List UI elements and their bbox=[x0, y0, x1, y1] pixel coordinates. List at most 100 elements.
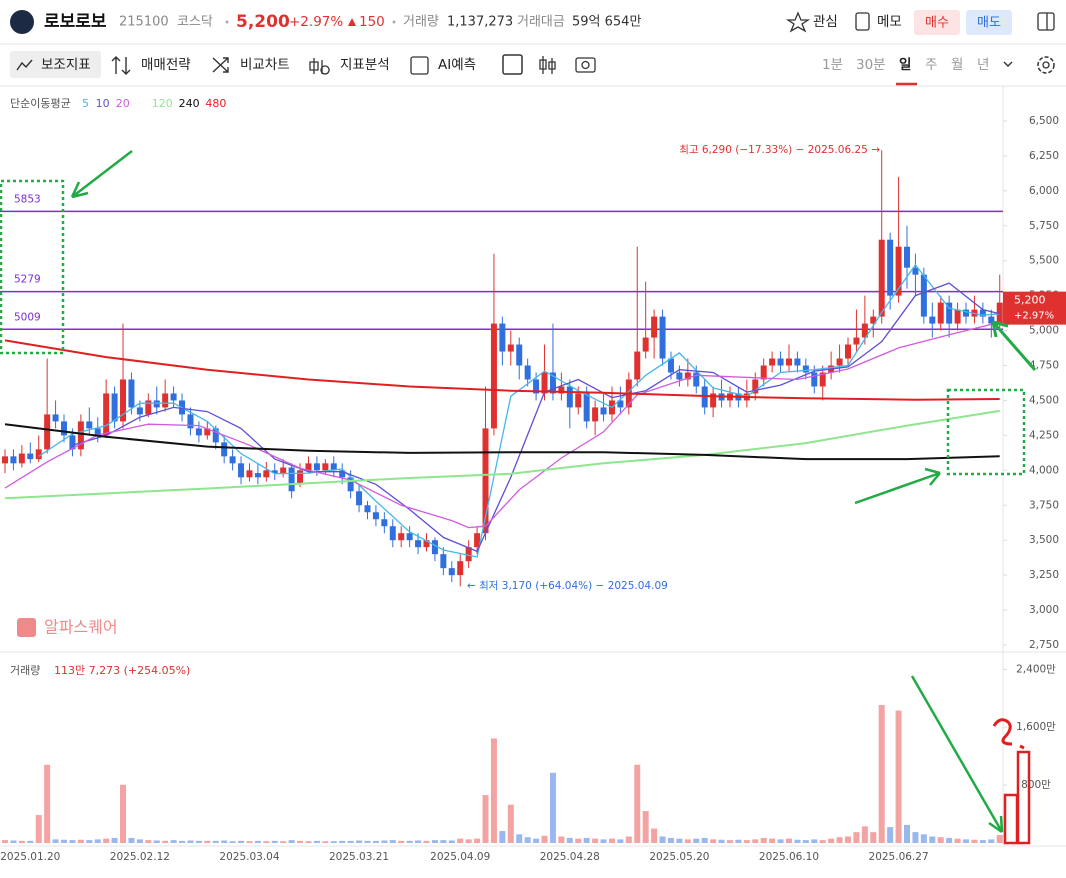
candle-body bbox=[845, 344, 851, 359]
plot: 2,750 3,000 3,250 3,500 3,750 4,000 4,250 4,500… bbox=[0, 97, 1066, 863]
memo-icon[interactable] bbox=[855, 12, 870, 31]
volume-bar bbox=[415, 840, 422, 843]
candle-body bbox=[490, 323, 497, 429]
volume-bar bbox=[2, 840, 8, 843]
volume-bar bbox=[861, 826, 868, 843]
period[interactable]: 년 bbox=[977, 57, 989, 73]
watch-button[interactable]: 관심 bbox=[813, 14, 838, 30]
volume-bar bbox=[423, 840, 430, 843]
volume-bar bbox=[516, 834, 523, 843]
chevron[interactable] bbox=[1003, 61, 1013, 67]
horizontal-line-label: 5853 bbox=[14, 193, 41, 205]
checkbox-icon[interactable] bbox=[502, 54, 523, 75]
candle-body bbox=[819, 372, 826, 387]
period[interactable]: 주 bbox=[925, 57, 937, 73]
buy-button[interactable] bbox=[914, 10, 960, 35]
y-tick-label: 5,000 bbox=[1029, 325, 1059, 337]
volume-bar bbox=[162, 840, 169, 843]
volume-bar bbox=[322, 841, 329, 843]
tool[interactable]: 보조지표 bbox=[41, 57, 91, 73]
tool[interactable]: AI예측 bbox=[438, 57, 476, 73]
candle-body bbox=[507, 344, 514, 352]
candle-body bbox=[946, 302, 953, 324]
y-tick-label: 6,250 bbox=[1029, 150, 1059, 162]
candle-body bbox=[153, 400, 160, 408]
tool[interactable]: 비교차트 bbox=[240, 57, 290, 73]
buy-label[interactable]: 매수 bbox=[925, 16, 949, 31]
tool[interactable]: 지표분석 bbox=[340, 57, 390, 73]
candle-body bbox=[364, 505, 371, 513]
period[interactable]: 월 bbox=[951, 57, 963, 73]
candle-body bbox=[372, 512, 379, 520]
volume-bar bbox=[802, 840, 809, 843]
period[interactable]: 1분 bbox=[822, 57, 843, 73]
volume-bar bbox=[625, 836, 632, 843]
candle-body bbox=[162, 393, 169, 408]
volume-bar bbox=[77, 839, 84, 843]
moving-average bbox=[4, 321, 1000, 529]
volume-bar bbox=[271, 840, 278, 843]
sell-label[interactable]: 매도 bbox=[977, 16, 1001, 31]
x-tick-label: 2025.01.20 bbox=[0, 851, 60, 863]
sell-button[interactable] bbox=[966, 10, 1012, 35]
change: 150 bbox=[359, 14, 385, 30]
tool-icon bbox=[16, 59, 33, 71]
tool-icon bbox=[212, 57, 229, 73]
candle-body bbox=[77, 421, 84, 450]
candle-body bbox=[431, 540, 438, 555]
candle-body bbox=[330, 463, 337, 471]
volume-bar bbox=[558, 836, 565, 843]
candle-body bbox=[693, 372, 700, 387]
volume-bar bbox=[726, 840, 733, 843]
candle-body bbox=[769, 358, 776, 366]
tool[interactable]: 매매전략 bbox=[141, 57, 191, 73]
memo-button[interactable]: 메모 bbox=[877, 14, 902, 30]
candle-body bbox=[440, 554, 447, 569]
volume-bar bbox=[10, 840, 17, 843]
volume-bar bbox=[878, 704, 885, 843]
volume-bar bbox=[608, 838, 615, 843]
x-tick-label: 2025.03.04 bbox=[219, 851, 279, 863]
volume-bar bbox=[94, 839, 101, 843]
volume-bar bbox=[760, 837, 767, 843]
volume-bar bbox=[440, 840, 447, 843]
candle-body bbox=[288, 467, 295, 492]
candle-body bbox=[204, 428, 211, 436]
candle-body bbox=[356, 491, 363, 506]
candle-body bbox=[870, 316, 877, 324]
candle-body bbox=[634, 351, 641, 380]
volume-bar bbox=[870, 832, 877, 843]
separator bbox=[392, 20, 396, 24]
volume-bar bbox=[347, 840, 354, 843]
volume-bar bbox=[356, 840, 363, 843]
tool-icon bbox=[410, 56, 429, 75]
candle-body bbox=[482, 428, 489, 534]
candle-body bbox=[415, 540, 422, 548]
y-tick-label: 4,750 bbox=[1029, 360, 1059, 372]
moving-average bbox=[38, 263, 1000, 558]
panel-icon[interactable] bbox=[1037, 12, 1055, 31]
period[interactable]: 30분 bbox=[856, 57, 886, 73]
candle-body bbox=[794, 358, 801, 366]
x-tick-label: 2025.04.28 bbox=[540, 851, 600, 863]
arrow bbox=[910, 675, 1004, 834]
camera-lens bbox=[581, 60, 590, 70]
volume-bar bbox=[44, 764, 51, 843]
y-tick-label: 4,500 bbox=[1029, 394, 1059, 406]
price-tag bbox=[1003, 291, 1066, 325]
camera-icon[interactable] bbox=[575, 57, 596, 73]
y-tick-label: 3,500 bbox=[1029, 534, 1059, 546]
price-tag-label: 5,200 bbox=[1014, 294, 1046, 307]
candle-icon[interactable] bbox=[539, 56, 556, 74]
candle-body bbox=[10, 456, 17, 464]
period-selected[interactable]: 일 bbox=[899, 57, 911, 73]
volume-bar bbox=[566, 837, 573, 843]
settings-icon[interactable] bbox=[1037, 56, 1055, 74]
candle-body bbox=[617, 400, 624, 408]
candle-body bbox=[347, 477, 354, 492]
legend-entry: 120 bbox=[152, 97, 173, 110]
selected-tool-bg bbox=[10, 51, 101, 78]
candle-body bbox=[777, 358, 784, 366]
star-icon[interactable] bbox=[785, 11, 811, 33]
